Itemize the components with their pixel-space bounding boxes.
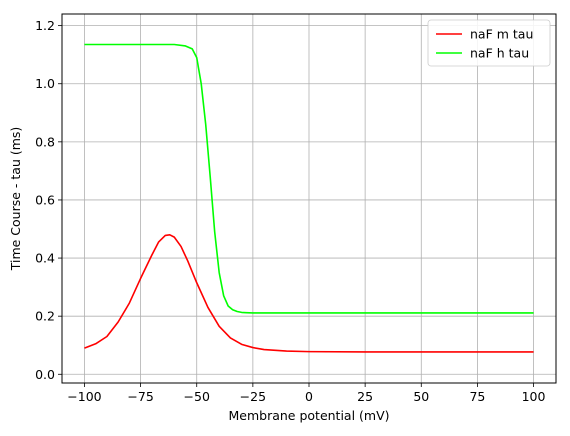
x-tick-label: −25 xyxy=(240,389,266,404)
x-tick-label: −75 xyxy=(127,389,153,404)
x-tick-label: 75 xyxy=(469,389,485,404)
x-tick-label: 100 xyxy=(522,389,546,404)
y-tick-label: 0.6 xyxy=(35,192,55,207)
y-tick-label: 0.8 xyxy=(35,134,55,149)
y-tick-label: 0.2 xyxy=(35,309,55,324)
x-tick-label: 50 xyxy=(413,389,429,404)
y-tick-label: 0.4 xyxy=(35,251,55,266)
x-tick-label: −50 xyxy=(184,389,210,404)
legend: naF m tau naF h tau xyxy=(428,20,550,66)
x-axis-label: Membrane potential (mV) xyxy=(228,408,389,423)
y-axis-label: Time Course - tau (ms) xyxy=(8,127,23,272)
y-tick-label: 1.2 xyxy=(35,18,55,33)
x-tick-label: −100 xyxy=(67,389,101,404)
legend-entry-label: naF h tau xyxy=(470,46,529,61)
legend-entry-label: naF m tau xyxy=(470,27,533,42)
y-tick-label: 1.0 xyxy=(35,76,55,91)
x-tick-label: 0 xyxy=(305,389,313,404)
y-tick-label: 0.0 xyxy=(35,367,55,382)
x-tick-label: 25 xyxy=(357,389,373,404)
